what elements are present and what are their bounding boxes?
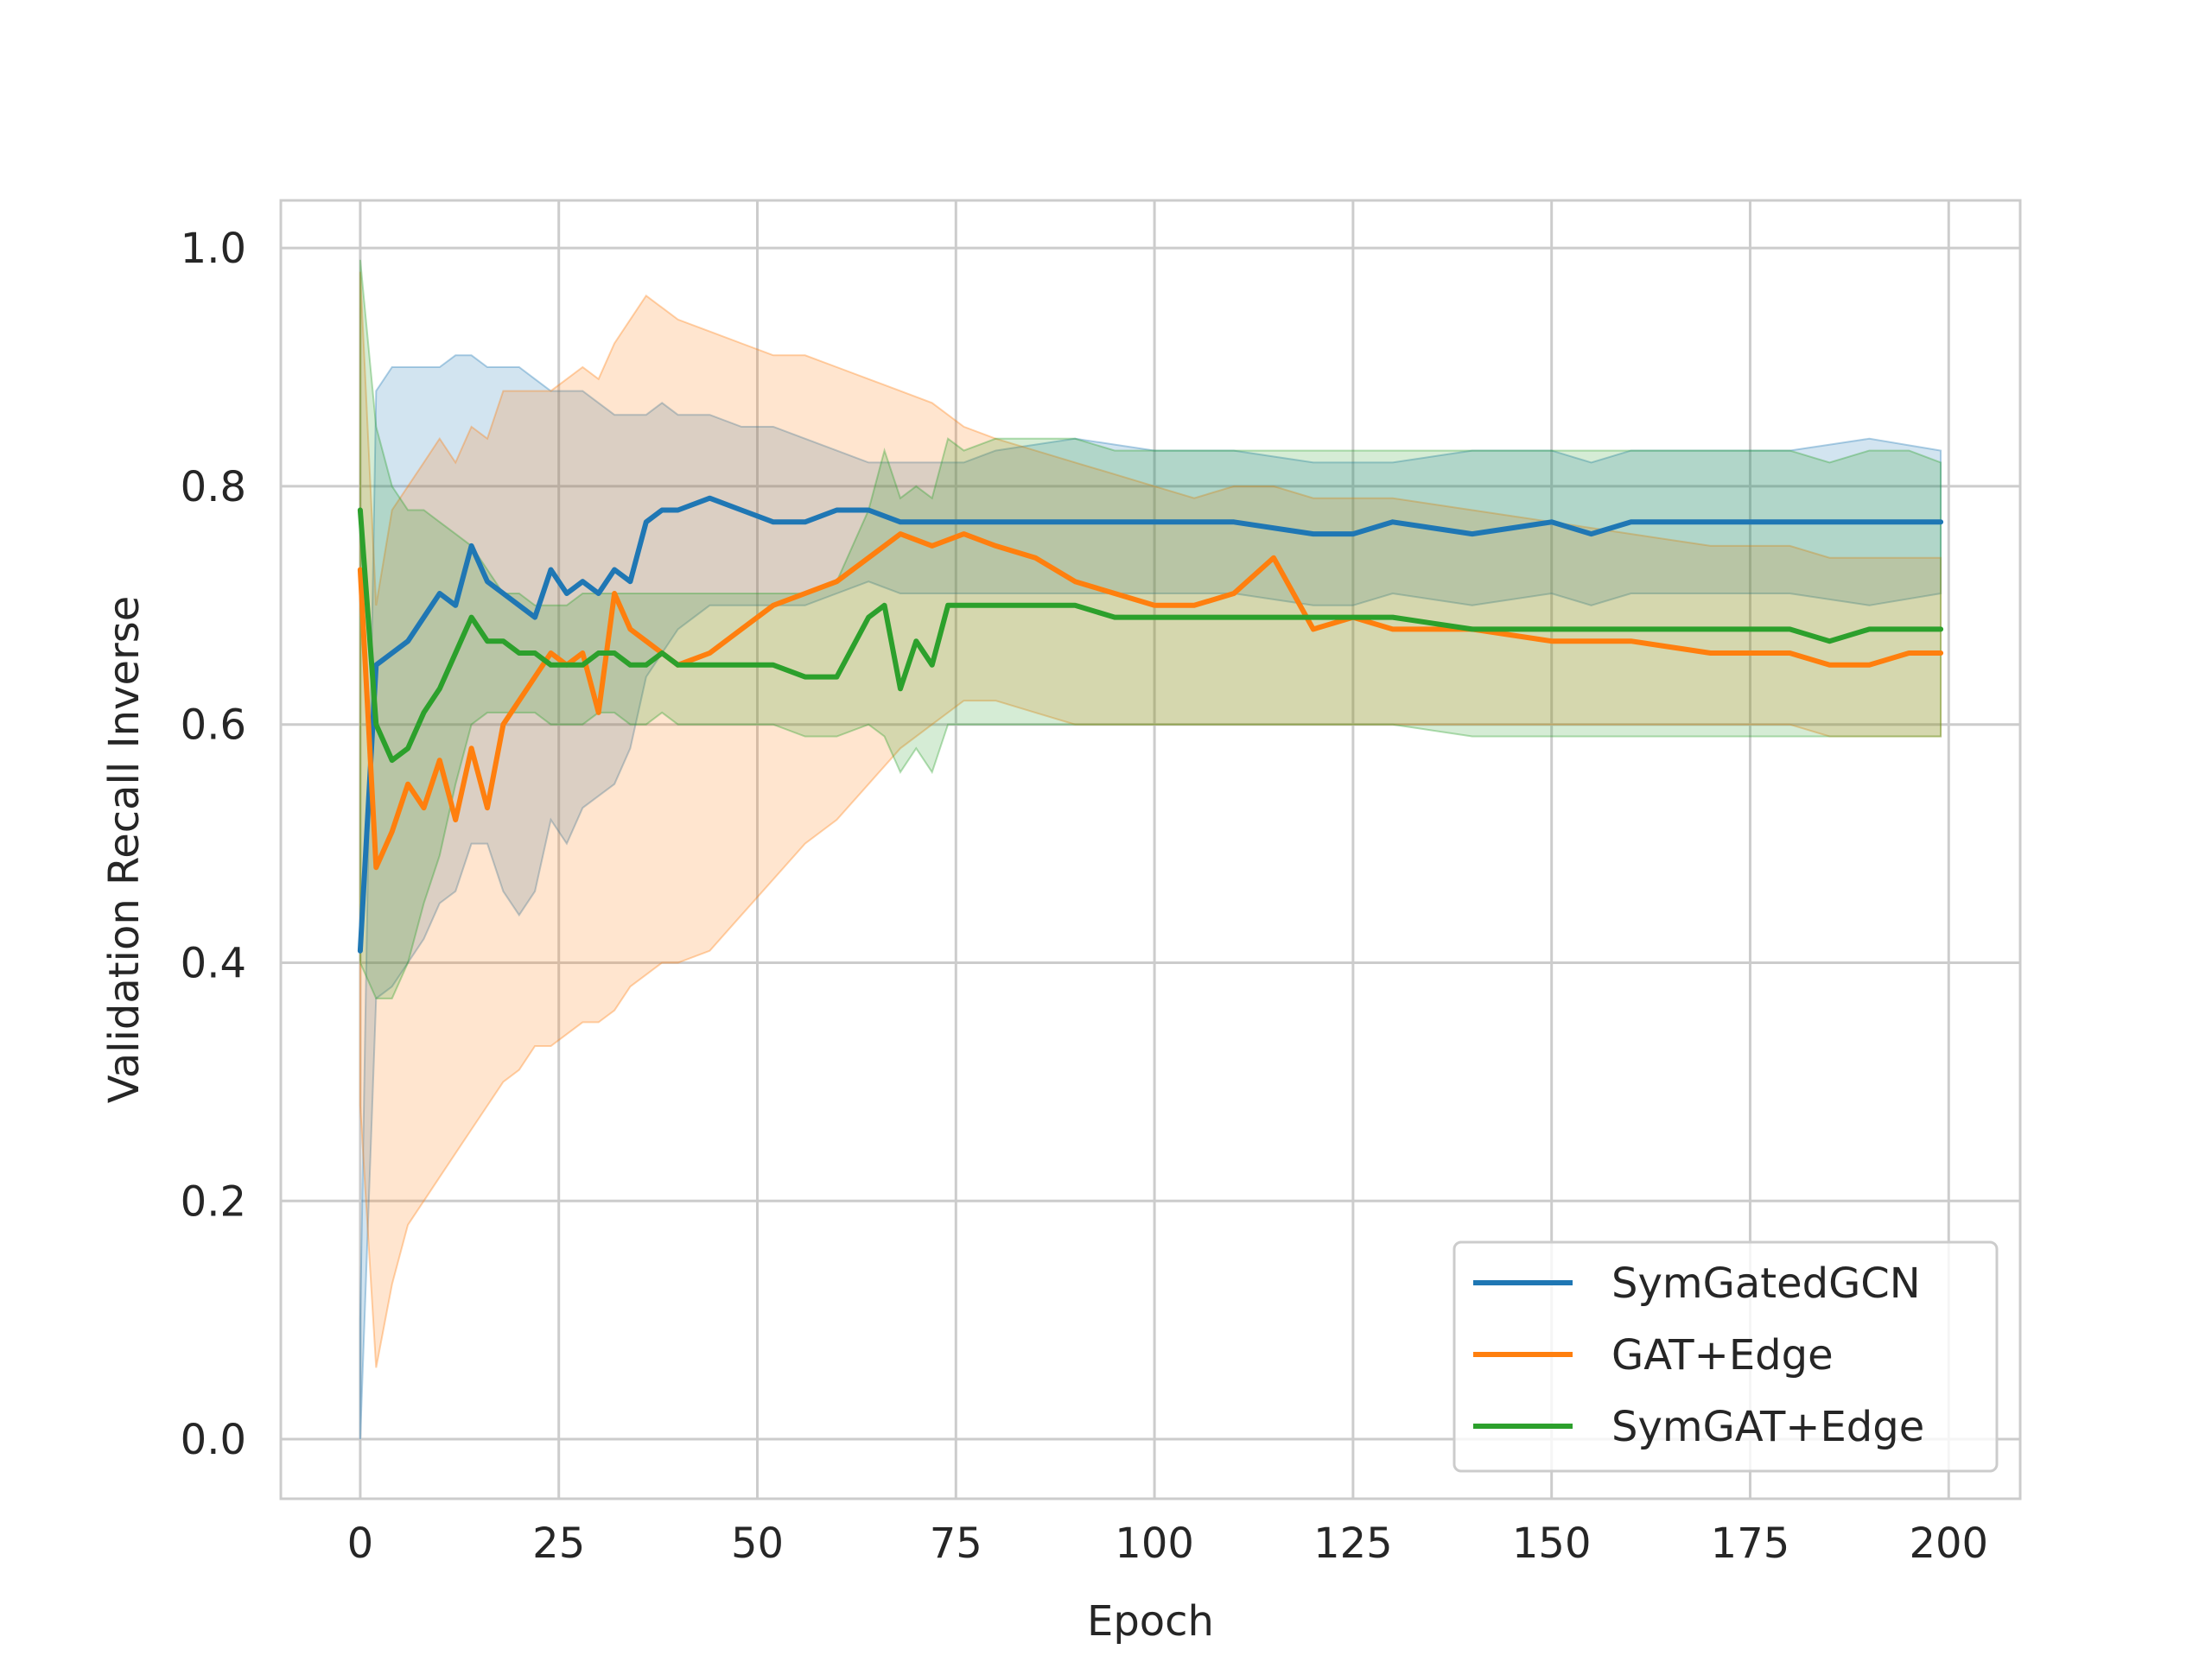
x-tick-label: 200 — [1909, 1519, 1988, 1568]
y-tick-labels: 0.0 0.2 0.4 0.6 0.8 1.0 — [181, 225, 246, 1464]
legend: SymGatedGCN GAT+Edge SymGAT+Edge — [1452, 1240, 1999, 1473]
legend-label-symgat-edge: SymGAT+Edge — [1611, 1403, 1924, 1451]
x-tick-label: 50 — [731, 1519, 784, 1568]
y-tick-label: 0.0 — [181, 1416, 246, 1464]
series-line-symgat-edge — [357, 507, 1944, 764]
y-tick-label: 0.4 — [181, 939, 246, 987]
x-tick-label: 100 — [1115, 1519, 1194, 1568]
y-tick-label: 0.2 — [181, 1177, 246, 1226]
x-tick-labels: 0 25 50 75 100 125 150 175 200 — [347, 1519, 1988, 1568]
series-line-symgatedgcn — [357, 495, 1944, 954]
x-tick-label: 175 — [1711, 1519, 1790, 1568]
band-symgat-edge — [359, 259, 1942, 999]
series-lines — [357, 495, 1944, 954]
x-tick-label: 150 — [1512, 1519, 1592, 1568]
x-axis-label: Epoch — [1087, 1597, 1214, 1646]
band-symgatedgcn — [359, 354, 1942, 1440]
legend-label-gat-edge: GAT+Edge — [1611, 1331, 1834, 1380]
y-tick-label: 0.6 — [181, 701, 246, 750]
x-tick-label: 75 — [930, 1519, 982, 1568]
x-tick-label: 125 — [1313, 1519, 1393, 1568]
x-tick-label: 25 — [532, 1519, 585, 1568]
y-axis-label: Validation Recall Inverse — [100, 596, 149, 1104]
legend-box — [1452, 1240, 1999, 1473]
plot-frame — [279, 199, 2022, 1500]
y-tick-label: 1.0 — [181, 225, 246, 273]
x-tick-label: 0 — [347, 1519, 374, 1568]
band-gat-edge — [359, 271, 1942, 1368]
legend-label-symgatedgcn: SymGatedGCN — [1611, 1259, 1921, 1308]
y-tick-label: 0.8 — [181, 463, 246, 511]
confidence-bands — [359, 259, 1942, 1440]
